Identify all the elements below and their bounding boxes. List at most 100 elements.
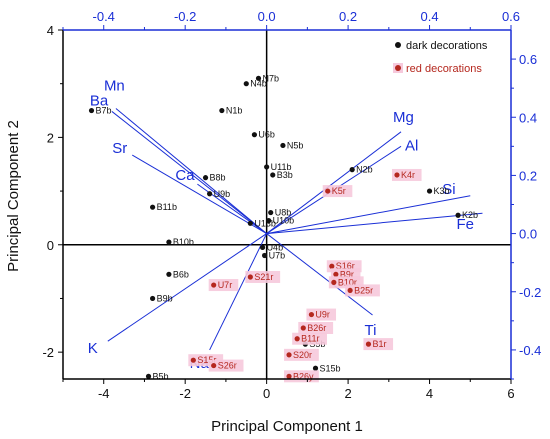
point-label-u10b: U10b bbox=[273, 216, 295, 226]
x2-tick-label: -0.4 bbox=[93, 9, 115, 24]
point-b10r bbox=[331, 279, 337, 285]
loading-label-k: K bbox=[88, 340, 98, 357]
point-label-u13b: U13b bbox=[254, 218, 276, 228]
loading-label-si: Si bbox=[442, 181, 455, 198]
point-label-b10r: B10r bbox=[338, 277, 357, 287]
x2-tick-label: 0.0 bbox=[258, 9, 276, 24]
legend: dark decorations red decorations bbox=[393, 40, 488, 75]
point-u7r bbox=[211, 282, 217, 288]
y2-tick-label: -0.2 bbox=[519, 285, 541, 300]
point-highlight-k5r bbox=[322, 185, 353, 198]
loading-label-ti: Ti bbox=[365, 322, 377, 339]
loading-label-mn: Mn bbox=[104, 78, 125, 95]
point-k2b bbox=[455, 212, 461, 218]
x2-tick-label: -0.2 bbox=[174, 9, 196, 24]
point-s21r bbox=[247, 274, 253, 280]
x2-tick-label: 0.2 bbox=[339, 9, 357, 24]
point-label-n4b: N4b bbox=[250, 79, 267, 89]
legend-label-dark: dark decorations bbox=[406, 40, 488, 52]
loading-vector-ba bbox=[111, 111, 267, 234]
point-label-n7b: N7b bbox=[262, 73, 279, 83]
point-label-n1b: N1b bbox=[226, 106, 243, 116]
point-label-u4b: U4b bbox=[267, 242, 284, 252]
point-u4b bbox=[259, 244, 266, 251]
x-tick-label: 2 bbox=[344, 386, 351, 401]
point-b6b bbox=[166, 271, 172, 277]
point-label-n2b: N2b bbox=[356, 165, 373, 175]
point-label-u8b: U8b bbox=[275, 208, 292, 218]
point-n1b bbox=[219, 107, 225, 114]
zero-lines bbox=[63, 30, 511, 379]
point-u6b bbox=[251, 132, 258, 138]
point-u9r bbox=[308, 311, 315, 318]
point-label-k2b: K2b bbox=[462, 210, 478, 220]
loading-label-sr: Sr bbox=[112, 140, 127, 157]
loading-label-ca: Ca bbox=[175, 167, 195, 184]
point-highlight-s26r bbox=[208, 359, 244, 372]
x-axis-title: Principal Component 1 bbox=[211, 418, 363, 435]
x-tick-label: -2 bbox=[179, 386, 191, 401]
point-b5b bbox=[145, 373, 152, 379]
x-tick-label: -4 bbox=[98, 386, 110, 401]
y-axis-title: Principal Component 2 bbox=[5, 120, 22, 272]
point-highlight-b25r bbox=[345, 284, 380, 297]
y2-tick-label: 0.2 bbox=[519, 168, 537, 183]
point-highlight-u9r bbox=[306, 308, 337, 321]
point-label-s15b: S15b bbox=[320, 363, 341, 373]
point-highlight-s21r bbox=[245, 270, 281, 283]
legend-label-red: red decorations bbox=[406, 63, 482, 75]
point-label-u11b: U11b bbox=[271, 162, 292, 172]
legend-marker-dark bbox=[395, 42, 401, 48]
loading-vector-mg bbox=[266, 131, 402, 234]
point-label-u7r: U7r bbox=[218, 280, 233, 290]
point-n2b bbox=[349, 167, 355, 173]
loading-vector-ti bbox=[266, 233, 373, 316]
point-label-s20r: S20r bbox=[293, 350, 312, 360]
loading-vector-fe bbox=[266, 212, 483, 235]
loading-vector-na bbox=[209, 233, 268, 351]
point-label-b5b: B5b bbox=[153, 371, 169, 381]
x-tick-label: 4 bbox=[426, 386, 433, 401]
point-b25r bbox=[347, 287, 353, 294]
point-u8b bbox=[268, 209, 274, 216]
point-highlight-u7r bbox=[208, 279, 239, 292]
point-label-k3b: K3b bbox=[434, 186, 450, 196]
loading-vector-si bbox=[266, 195, 471, 235]
point-highlight-s20r bbox=[284, 348, 319, 361]
point-u9b bbox=[207, 191, 213, 197]
point-b10b bbox=[166, 239, 172, 245]
loading-vector-mn bbox=[115, 108, 267, 234]
point-label-s21r: S21r bbox=[254, 272, 273, 282]
point-label-u7b: U7b bbox=[269, 251, 286, 261]
point-k3b bbox=[426, 188, 433, 194]
point-u7b bbox=[262, 252, 268, 259]
point-label-u9r: U9r bbox=[315, 310, 330, 320]
point-s15b bbox=[312, 365, 319, 371]
point-b9r bbox=[333, 271, 339, 277]
point-label-k4r: K4r bbox=[401, 170, 415, 180]
point-label-u6b: U6b bbox=[258, 130, 275, 140]
y-tick-label: 4 bbox=[47, 23, 54, 38]
loading-vectors: BaMnSrCaMgAlSiFeTiKNa bbox=[88, 78, 483, 372]
point-n4b bbox=[243, 81, 249, 87]
point-b1r bbox=[365, 341, 372, 347]
point-label-b26r: B26r bbox=[307, 323, 326, 333]
point-highlight-b1r bbox=[363, 338, 394, 351]
x2-tick-label: 0.4 bbox=[421, 9, 439, 24]
point-label-b9b: B9b bbox=[157, 293, 173, 303]
loading-vector-k bbox=[107, 233, 267, 342]
legend-marker-red bbox=[395, 65, 401, 71]
x-tick-label: 0 bbox=[263, 386, 270, 401]
point-n5b bbox=[280, 142, 286, 149]
point-b26r bbox=[300, 325, 306, 331]
y2-tick-label: 0.0 bbox=[519, 227, 537, 242]
y-tick-label: 2 bbox=[47, 130, 54, 145]
point-k4r bbox=[394, 172, 400, 178]
point-label-s15r: S15r bbox=[197, 355, 216, 365]
point-b11b bbox=[150, 204, 156, 210]
point-label-s26r: S26r bbox=[218, 361, 237, 371]
point-b9b bbox=[150, 295, 156, 302]
point-label-b3b: B3b bbox=[277, 170, 293, 180]
point-u13b bbox=[247, 220, 253, 226]
